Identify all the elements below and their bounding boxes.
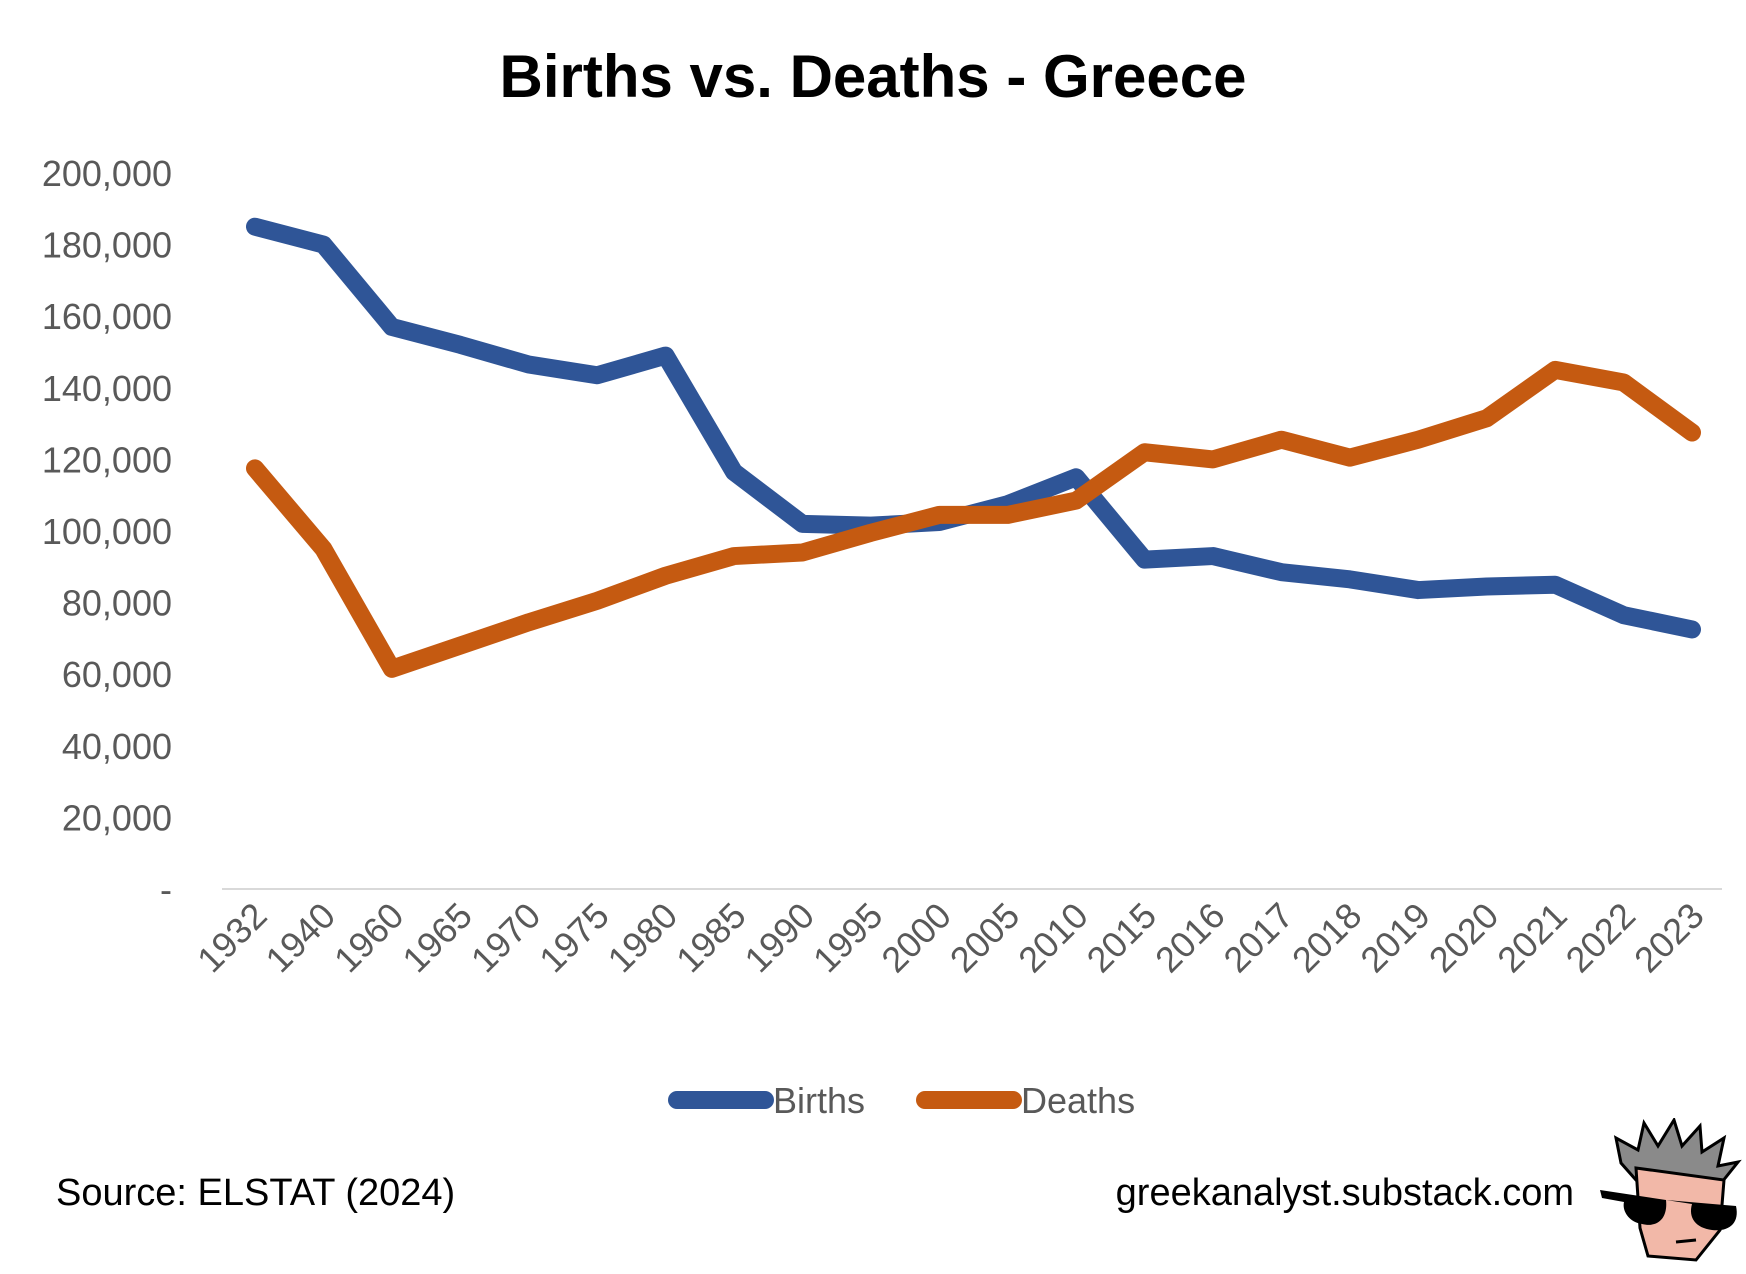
x-tick-label: 2000: [873, 895, 959, 981]
y-tick-label: 120,000: [42, 439, 172, 480]
x-tick-label: 1990: [736, 895, 822, 981]
series-line-deaths: [246, 360, 1701, 678]
legend-label-deaths: Deaths: [1021, 1080, 1135, 1121]
x-tick-label: 2016: [1147, 895, 1233, 981]
y-tick-label: -: [160, 869, 172, 910]
x-tick-label: 2023: [1626, 895, 1712, 981]
x-tick-label: 1965: [394, 895, 480, 981]
x-tick-label: 1980: [600, 895, 686, 981]
y-axis-ticks: - 20,000 40,000 60,000 80,000 100,000 120,000 1…: [42, 153, 172, 910]
source-note: Source: ELSTAT (2024): [56, 1172, 456, 1214]
y-tick-label: 160,000: [42, 296, 172, 337]
y-tick-label: 180,000: [42, 225, 172, 266]
mascot-sunglasses-icon: [1600, 1118, 1742, 1262]
x-tick-label: 1960: [326, 895, 412, 981]
x-tick-label: 2015: [1079, 895, 1165, 981]
x-tick-label: 2020: [1421, 895, 1507, 981]
x-tick-label: 2017: [1215, 895, 1301, 981]
legend-label-births: Births: [773, 1080, 865, 1121]
y-tick-label: 60,000: [62, 654, 172, 695]
x-tick-label: 1940: [257, 895, 343, 981]
y-tick-label: 100,000: [42, 511, 172, 552]
x-tick-label: 2021: [1489, 895, 1575, 981]
x-axis-ticks: 1932194019601965197019751980198519901995…: [189, 895, 1712, 981]
x-tick-label: 1975: [531, 895, 617, 981]
x-tick-label: 2022: [1558, 895, 1644, 981]
x-tick-label: 2018: [1284, 895, 1370, 981]
y-tick-label: 40,000: [62, 726, 172, 767]
x-tick-label: 1932: [189, 895, 275, 981]
y-tick-label: 200,000: [42, 153, 172, 194]
y-tick-label: 140,000: [42, 368, 172, 409]
x-tick-label: 2019: [1352, 895, 1438, 981]
x-tick-label: 1970: [463, 895, 549, 981]
site-url: greekanalyst.substack.com: [1115, 1172, 1574, 1214]
x-tick-label: 1985: [668, 895, 754, 981]
series-lines: [246, 217, 1701, 678]
chart-title: Births vs. Deaths - Greece: [499, 43, 1247, 110]
x-tick-label: 2005: [942, 895, 1028, 981]
y-tick-label: 80,000: [62, 583, 172, 624]
x-tick-label: 1995: [805, 895, 891, 981]
y-tick-label: 20,000: [62, 797, 172, 838]
x-tick-label: 2010: [1010, 895, 1096, 981]
legend: Births Deaths: [668, 1080, 1135, 1121]
